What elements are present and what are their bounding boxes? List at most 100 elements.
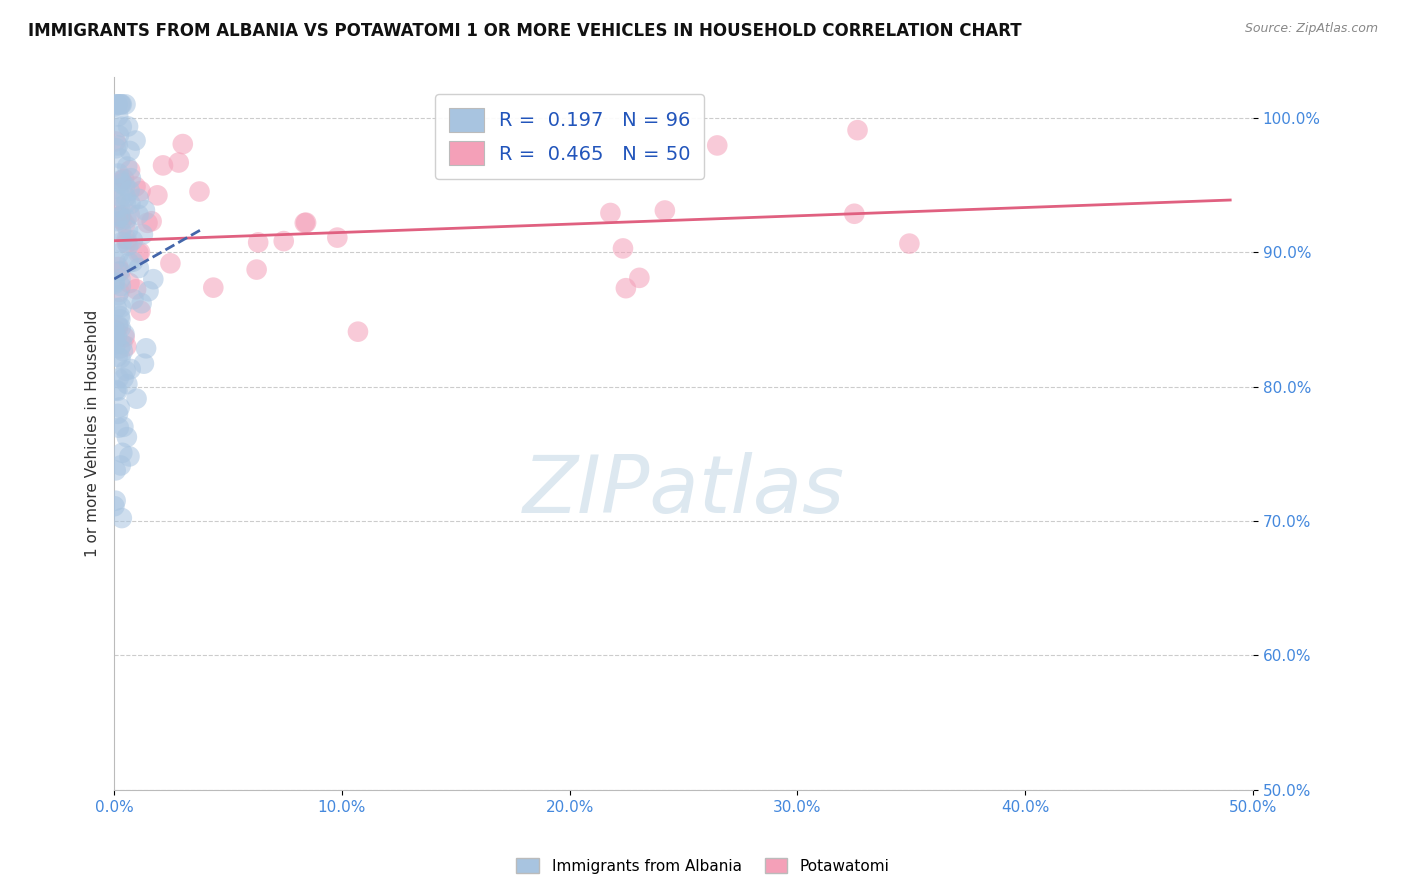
Point (108, 309, 131, 323)
Point (347, 325, 370, 339)
Point (112, 420, 135, 434)
Point (105, 330, 128, 344)
Point (132, 357, 155, 371)
Point (654, 203, 676, 218)
Point (117, 120, 139, 134)
Point (124, 179, 146, 194)
Point (118, 144, 141, 158)
Point (129, 184, 152, 198)
Point (614, 281, 637, 295)
Point (115, 196, 138, 211)
Point (114, 217, 136, 231)
Point (104, 323, 127, 337)
Point (111, 213, 134, 227)
Point (111, 344, 134, 359)
Point (120, 362, 142, 376)
Point (294, 216, 316, 230)
Point (114, 364, 136, 378)
Point (110, 209, 132, 223)
Point (129, 245, 152, 260)
Point (142, 272, 165, 286)
Point (117, 222, 139, 236)
Point (105, 141, 128, 155)
Point (110, 224, 132, 238)
Point (117, 238, 139, 252)
Point (112, 371, 135, 385)
Point (110, 279, 132, 293)
Point (110, 264, 132, 278)
Point (107, 97, 129, 112)
Point (104, 134, 127, 148)
Point (104, 99, 127, 113)
Point (111, 446, 134, 460)
Point (129, 303, 152, 318)
Point (846, 123, 869, 137)
Point (103, 500, 125, 514)
Point (125, 392, 148, 406)
Point (117, 377, 139, 392)
Point (111, 337, 134, 351)
Point (114, 330, 136, 344)
Point (107, 320, 129, 334)
Point (122, 292, 145, 306)
Point (110, 458, 132, 473)
Point (104, 333, 127, 347)
Point (326, 230, 349, 244)
Point (135, 341, 157, 355)
Point (108, 285, 131, 299)
Point (124, 134, 146, 148)
Point (159, 256, 181, 270)
Point (108, 420, 131, 434)
Point (108, 211, 131, 225)
Point (110, 351, 132, 366)
Point (295, 216, 318, 230)
Point (128, 260, 150, 275)
Point (110, 272, 132, 286)
Text: Source: ZipAtlas.com: Source: ZipAtlas.com (1244, 22, 1378, 36)
Point (105, 97, 128, 112)
Point (108, 201, 131, 215)
Point (131, 296, 153, 310)
Point (108, 401, 131, 415)
Point (107, 138, 129, 153)
Point (115, 235, 138, 250)
Point (612, 242, 634, 256)
Point (122, 254, 145, 268)
Point (107, 371, 129, 385)
Point (246, 262, 269, 277)
Point (114, 327, 136, 342)
Point (138, 285, 160, 299)
Point (111, 97, 134, 112)
Point (110, 97, 132, 112)
Point (104, 253, 127, 268)
Point (115, 430, 138, 444)
Point (108, 210, 131, 224)
Point (128, 246, 150, 260)
Point (120, 171, 142, 186)
Point (105, 194, 128, 208)
Point (103, 326, 125, 340)
Point (118, 450, 141, 464)
Point (273, 234, 295, 248)
Legend: R =  0.197   N = 96, R =  0.465   N = 50: R = 0.197 N = 96, R = 0.465 N = 50 (434, 95, 704, 178)
Point (110, 321, 132, 335)
Point (107, 407, 129, 421)
Point (115, 190, 138, 204)
Point (247, 235, 270, 250)
Point (104, 337, 127, 351)
Point (110, 152, 132, 166)
Point (105, 383, 128, 397)
Point (107, 318, 129, 333)
Point (105, 214, 128, 228)
Point (104, 277, 127, 291)
Point (112, 171, 135, 186)
Point (107, 260, 129, 274)
Point (104, 181, 127, 195)
Point (110, 312, 132, 326)
Point (172, 137, 194, 152)
Point (134, 203, 156, 218)
Point (115, 232, 138, 246)
Point (110, 190, 132, 204)
Point (104, 463, 127, 477)
Point (118, 255, 141, 269)
